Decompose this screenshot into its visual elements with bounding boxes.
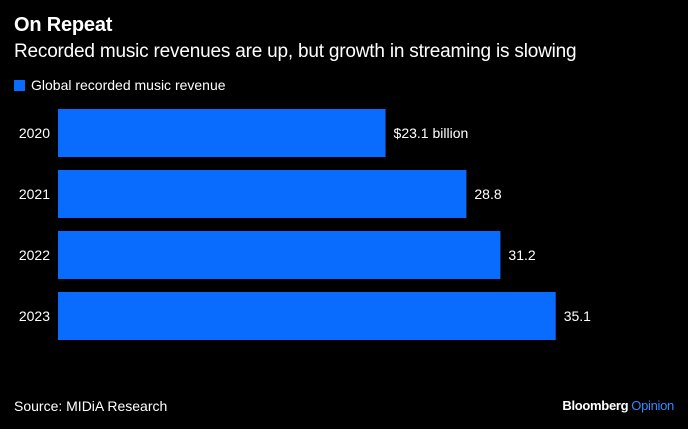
chart-subtitle: Recorded music revenues are up, but grow… [14,41,577,62]
legend: Global recorded music revenue [14,77,226,93]
bar-2021 [58,170,467,218]
category-label-2022: 2022 [19,247,50,263]
data-label-2021: 28.8 [474,186,501,202]
brand-secondary: Opinion [631,398,674,413]
data-label-2020: $23.1 billion [394,125,469,141]
chart-title: On Repeat [14,14,113,36]
bar-2023 [58,292,556,340]
category-label-2020: 2020 [19,125,50,141]
data-label-2022: 31.2 [508,247,535,263]
legend-swatch [14,79,25,91]
bar-2022 [58,231,501,279]
category-label-2023: 2023 [19,308,50,324]
brand-main: Bloomberg [562,398,629,413]
brand-logo: Bloomberg Opinion [562,398,674,413]
legend-label: Global recorded music revenue [31,77,226,93]
source-note: Source: MIDiA Research [14,398,168,414]
bar-2020 [58,109,386,157]
data-label-2023: 35.1 [564,308,591,324]
category-label-2021: 2021 [19,186,50,202]
